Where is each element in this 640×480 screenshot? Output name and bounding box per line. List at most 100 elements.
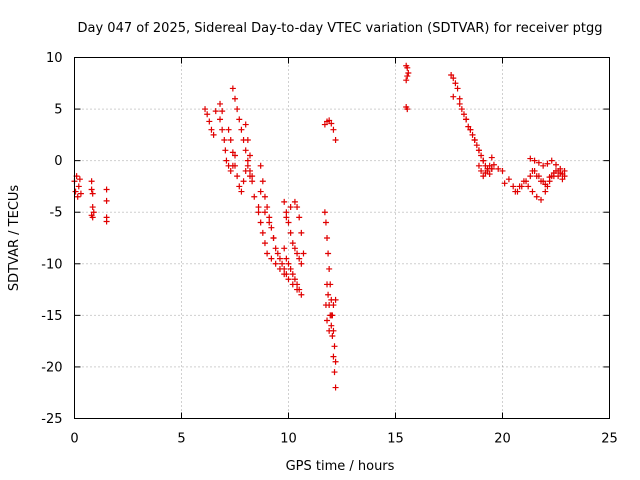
x-tick-label: 25	[601, 432, 618, 447]
data-point	[251, 193, 258, 200]
data-point	[404, 73, 411, 80]
data-point	[276, 265, 283, 272]
data-point	[330, 353, 337, 360]
data-point	[206, 118, 213, 125]
data-point	[257, 219, 264, 226]
data-point	[326, 265, 333, 272]
y-axis-label: SDTVAR / TECUs	[7, 185, 22, 292]
data-point	[324, 235, 331, 241]
data-point	[529, 188, 536, 195]
data-point	[404, 106, 411, 113]
data-point	[103, 197, 110, 204]
data-point	[244, 137, 251, 144]
data-point	[103, 218, 110, 225]
data-point	[281, 271, 288, 278]
data-point	[291, 245, 298, 252]
data-point	[227, 137, 234, 144]
data-point	[533, 193, 540, 200]
data-point	[261, 193, 268, 200]
data-point	[322, 302, 329, 309]
data-point	[329, 332, 336, 339]
data-point	[328, 120, 335, 127]
data-point	[450, 75, 457, 82]
data-point	[72, 188, 79, 195]
data-point	[202, 106, 209, 113]
data-point	[525, 183, 532, 190]
data-point	[212, 108, 219, 115]
data-point	[538, 196, 545, 203]
data-point	[531, 157, 538, 164]
data-point	[540, 162, 547, 169]
data-point	[469, 131, 476, 138]
data-point	[488, 165, 495, 172]
data-point	[272, 260, 279, 267]
data-point	[467, 126, 474, 133]
data-point	[75, 183, 82, 190]
data-point	[296, 286, 303, 293]
data-point	[279, 260, 286, 267]
data-point	[270, 235, 277, 241]
data-points	[71, 62, 568, 391]
data-point	[238, 188, 245, 195]
data-point	[234, 173, 241, 180]
data-point	[294, 250, 301, 257]
data-point	[332, 358, 339, 365]
data-point	[463, 116, 470, 123]
data-point	[238, 126, 245, 133]
data-point	[555, 173, 562, 180]
data-point	[276, 255, 283, 262]
y-tick-label: 10	[46, 51, 63, 66]
data-point	[527, 155, 534, 162]
data-point	[283, 209, 290, 216]
data-point	[328, 312, 335, 319]
data-point	[268, 224, 275, 231]
data-point	[264, 250, 271, 257]
data-point	[510, 183, 517, 190]
data-point	[322, 219, 329, 226]
data-point	[232, 95, 238, 102]
data-point	[332, 296, 339, 303]
data-point	[482, 170, 489, 177]
data-point	[204, 111, 211, 118]
data-point	[326, 117, 333, 124]
y-tick-label: -15	[41, 309, 62, 324]
data-point	[281, 245, 288, 252]
data-point	[559, 171, 566, 178]
data-point	[505, 176, 512, 183]
data-point	[259, 229, 266, 236]
x-tick-label: 5	[177, 432, 185, 447]
x-tick-label: 15	[387, 432, 404, 447]
data-point	[259, 178, 266, 185]
data-point	[478, 167, 485, 174]
data-point	[533, 173, 540, 180]
data-point	[274, 250, 281, 257]
data-point	[471, 137, 478, 144]
data-point	[296, 214, 303, 221]
data-point	[465, 123, 472, 130]
data-point	[475, 147, 482, 154]
data-point	[88, 186, 95, 193]
data-point	[544, 160, 551, 167]
data-point	[460, 111, 467, 118]
data-point	[330, 302, 337, 309]
data-point	[488, 154, 495, 161]
data-point	[89, 214, 96, 221]
data-point	[490, 161, 497, 168]
y-tick-label: 5	[54, 103, 62, 118]
data-point	[281, 198, 288, 205]
data-point	[88, 178, 95, 185]
data-point	[325, 291, 332, 298]
data-point	[234, 106, 241, 113]
data-point	[246, 152, 253, 159]
data-point	[240, 178, 247, 185]
data-point	[300, 250, 307, 257]
data-point	[403, 77, 410, 84]
grid	[74, 57, 610, 419]
data-point	[456, 95, 463, 102]
data-point	[289, 240, 296, 247]
data-point	[501, 180, 508, 187]
data-point	[324, 281, 331, 288]
data-point	[266, 219, 273, 226]
y-tick-label: -20	[41, 360, 62, 375]
